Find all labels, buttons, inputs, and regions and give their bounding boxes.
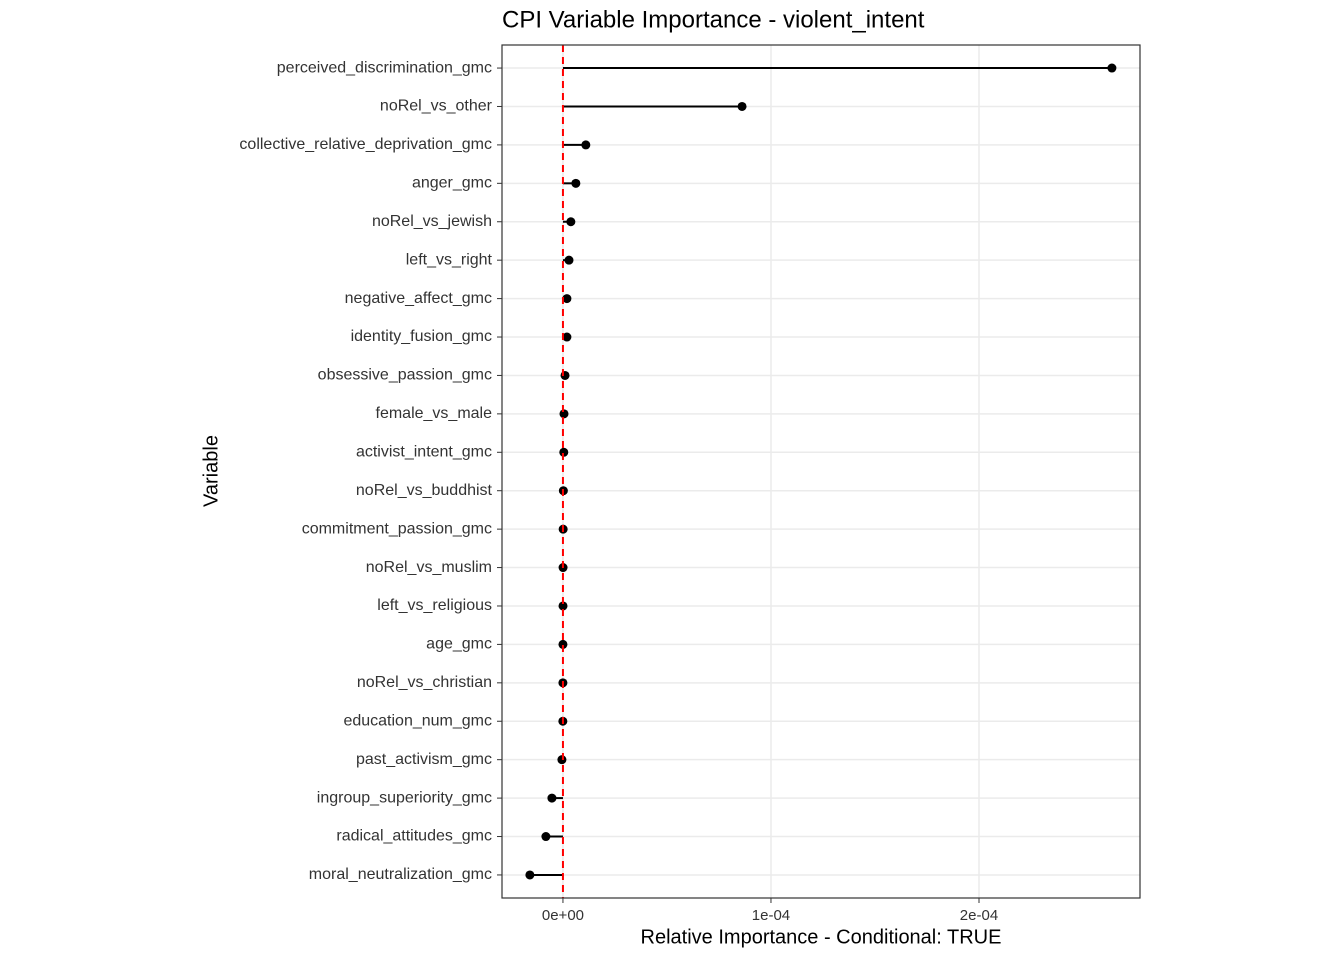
y-tick-label: activist_intent_gmc [356,444,492,461]
point [562,332,572,342]
y-tick-label: left_vs_religious [377,597,492,614]
y-tick-label: noRel_vs_other [380,98,493,115]
x-tick-label: 0e+00 [542,907,584,924]
point [559,447,569,457]
point [1107,63,1117,73]
y-tick-label: radical_attitudes_gmc [336,828,492,845]
point [547,793,557,803]
y-tick-label: past_activism_gmc [356,751,492,768]
y-tick-label: noRel_vs_christian [357,674,492,691]
point [571,178,581,188]
y-tick-label: perceived_discrimination_gmc [277,59,492,76]
point [560,370,570,380]
y-tick-label: noRel_vs_buddhist [356,482,493,499]
y-tick-label: age_gmc [426,636,492,653]
point [564,255,574,265]
chart-title: CPI Variable Importance - violent_intent [502,6,925,33]
x-tick-label: 2e-04 [960,907,998,924]
point [737,101,747,111]
point [541,832,551,842]
y-tick-label: identity_fusion_gmc [351,328,492,345]
point [581,140,591,150]
plot-border [501,44,1141,899]
point [562,294,572,304]
y-tick-label: ingroup_superiority_gmc [317,789,492,806]
point [558,639,568,649]
y-tick-label: obsessive_passion_gmc [318,367,492,384]
point [566,217,576,227]
x-tick-label: 1e-04 [752,907,790,924]
y-tick-label: moral_neutralization_gmc [309,866,492,883]
y-tick-label: collective_relative_deprivation_gmc [239,136,492,153]
point [557,755,567,765]
y-axis-label: Variable [200,435,222,507]
x-axis-label: Relative Importance - Conditional: TRUE [641,926,1002,948]
y-tick-label: noRel_vs_muslim [366,559,492,576]
point [559,409,569,419]
y-tick-label: commitment_passion_gmc [302,520,492,537]
y-tick-label: negative_affect_gmc [345,290,492,307]
y-tick-label: female_vs_male [376,405,493,422]
y-tick-label: left_vs_right [406,251,493,268]
y-tick-label: education_num_gmc [343,712,492,729]
y-tick-label: noRel_vs_jewish [372,213,492,230]
y-tick-label: anger_gmc [412,175,492,192]
point [525,870,535,880]
point [558,601,568,611]
